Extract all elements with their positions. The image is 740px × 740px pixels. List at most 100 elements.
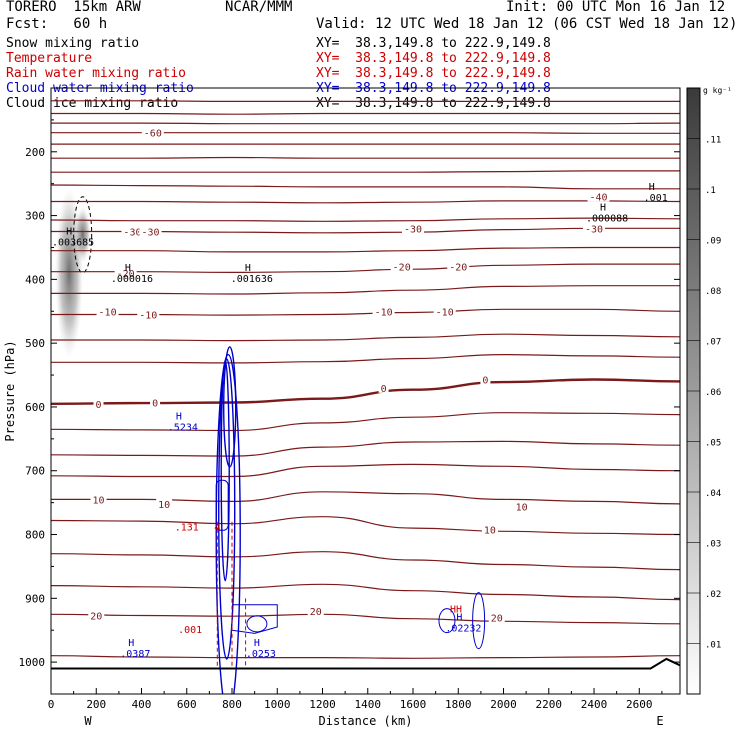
cloud-water-contour	[246, 615, 268, 633]
isotherm-label: 0	[152, 398, 158, 409]
isotherm-line	[51, 217, 680, 222]
isotherm-label-bg	[480, 373, 491, 385]
init-time: Init: 00 UTC Mon 16 Jan 12	[506, 0, 726, 15]
cloud-ice-contour	[73, 196, 93, 274]
x-tick-label: 800	[222, 698, 242, 711]
extremum-mark: H	[128, 638, 134, 649]
isotherm-label-bg	[587, 190, 610, 202]
isotherm-line	[51, 156, 680, 159]
x-tick-label: 0	[48, 698, 55, 711]
isotherm-label-bg	[141, 126, 164, 138]
isotherm-label-bg	[583, 222, 606, 234]
legend-temperature-xy: XY= 38.3,149.8 to 222.9,149.8	[316, 51, 551, 66]
extremum-value: .5234	[168, 423, 198, 434]
isotherm-line	[51, 378, 680, 405]
isotherm-line	[51, 583, 680, 601]
colorbar-tick-label: .01	[705, 641, 721, 651]
isotherm-label: 10	[92, 495, 104, 506]
isotherm-label-bg	[481, 523, 498, 535]
isotherm-label: -10	[436, 307, 454, 318]
isotherm-label-bg	[96, 305, 119, 317]
legend-snow-xy: XY= 38.3,149.8 to 222.9,149.8	[316, 36, 551, 51]
plot-frame	[50, 87, 681, 695]
isotherm-line	[51, 112, 680, 115]
isotherm-line	[51, 613, 680, 625]
isotherm-line	[51, 184, 680, 190]
isotherm-label: -20	[117, 269, 135, 280]
colorbar-tick-label: .05	[705, 439, 721, 449]
isotherm-line	[51, 333, 680, 342]
colorbar-tick-label: .06	[705, 388, 721, 398]
isotherm-line	[51, 655, 680, 659]
cloud-water-contour	[215, 353, 241, 694]
isotherm-label-bg	[137, 308, 160, 320]
isotherm-label: 10	[158, 500, 170, 511]
extremum-value: .003685	[52, 238, 94, 249]
isotherm-label-bg	[390, 260, 413, 272]
colorbar-tick-label: .09	[705, 237, 721, 247]
cloud-water-contour	[231, 604, 278, 634]
east-label: E	[656, 714, 663, 728]
snow-shading-secondary	[74, 206, 91, 263]
valid-time: Valid: 12 UTC Wed 18 Jan 12 (06 CST Wed …	[316, 16, 738, 32]
isotherm-label-bg	[93, 397, 104, 409]
isotherm-label-bg	[121, 225, 144, 237]
extremum-mark: H	[245, 263, 251, 274]
cloud-water-contour	[215, 479, 229, 531]
isotherm-line	[51, 516, 680, 536]
extremum-value: .0253	[246, 649, 276, 660]
isotherm-line	[51, 353, 680, 364]
extremum-value: .001	[644, 193, 668, 204]
isotherm-label-bg	[378, 381, 389, 393]
extremum-mark: H	[254, 638, 260, 649]
isotherm-label-bg	[372, 305, 395, 317]
legend-snow-label: Snow mixing ratio	[6, 36, 140, 51]
x-tick-label: 400	[132, 698, 152, 711]
model-name: TORERO 15km ARW	[6, 0, 141, 15]
y-tick-label: 200	[25, 146, 45, 159]
extremum-mark: H	[176, 412, 182, 423]
extremum-value: .0387	[120, 649, 150, 660]
colorbar-unit: g kg⁻¹	[703, 86, 732, 95]
isotherm-line	[51, 463, 680, 478]
isotherm-label: 20	[310, 607, 322, 618]
isotherm-line	[51, 285, 680, 295]
y-tick-label: 400	[25, 273, 45, 286]
y-tick-label: 600	[25, 401, 45, 414]
isotherm-label: -30	[585, 224, 603, 235]
colorbar-tick-label: .03	[705, 540, 721, 550]
isotherm-label-bg	[433, 305, 456, 317]
isotherm-label: 20	[491, 613, 503, 624]
x-tick-label: 1000	[264, 698, 291, 711]
x-tick-label: 2200	[536, 698, 563, 711]
extremum-value: .000016	[111, 274, 153, 285]
isotherm-label: -10	[99, 307, 117, 318]
x-tick-label: 1200	[309, 698, 336, 711]
legend-cloud-ice-label: Cloud ice mixing ratio	[6, 96, 179, 111]
colorbar-tick-label: .07	[705, 338, 721, 348]
colorbar-tick-label: .11	[705, 136, 721, 146]
isotherm-label: -20	[393, 263, 411, 274]
colorbar-tick-label: .08	[705, 287, 721, 297]
extremum-mark: H	[456, 613, 462, 624]
isotherm-label: -30	[142, 228, 160, 239]
cloud-water-contour	[438, 608, 456, 634]
isotherm-label: 0	[95, 400, 101, 411]
isotherm-label: 10	[484, 525, 496, 536]
isotherm-label: -30	[404, 224, 422, 235]
isotherm-label: 10	[516, 502, 528, 513]
isotherm-label-bg	[90, 493, 107, 505]
isotherm-label: -10	[139, 310, 157, 321]
isotherm-label: -40	[590, 192, 608, 203]
forecast-hour: Fcst: 60 h	[6, 16, 108, 32]
isotherm-label-bg	[307, 605, 324, 617]
rain-label: .131	[175, 523, 199, 534]
isotherm-label: 20	[90, 612, 102, 623]
isotherm-label: -60	[144, 129, 162, 140]
y-tick-label: 1000	[19, 656, 46, 669]
isotherm-label: 0	[482, 376, 488, 387]
extremum-mark: H	[600, 202, 606, 213]
west-label: W	[84, 714, 92, 728]
isotherm-label-bg	[114, 266, 137, 278]
